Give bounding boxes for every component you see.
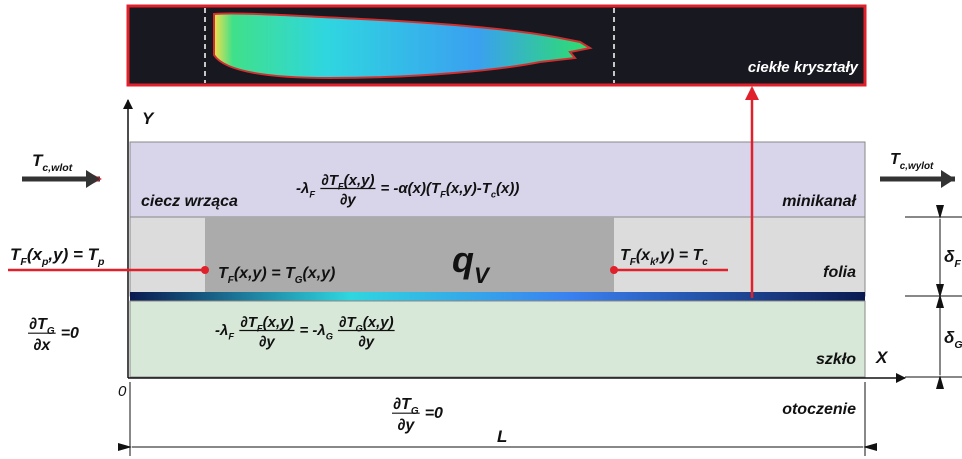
text-part: (x)) (496, 180, 519, 197)
subscript: F (309, 190, 315, 200)
text-part: (x,y) (302, 265, 335, 282)
foil-thickness: δF (944, 247, 961, 270)
glass-thickness: δG (944, 328, 962, 351)
inlet-label: Tc,wlot (32, 151, 73, 174)
text-part: δ (944, 328, 955, 347)
text-part: ,y) = T (47, 245, 99, 264)
subscript: G (47, 326, 55, 337)
text-part: ∂x (33, 337, 51, 354)
text-part: ,y) = T (655, 247, 704, 264)
bottom-condition-numerator: ∂TG (393, 396, 419, 417)
y-axis-label: Y (142, 109, 155, 128)
side-wall-condition-text: =0 (61, 325, 79, 342)
inlet-boundary-dot (201, 266, 209, 274)
subscript: F (228, 332, 234, 342)
interface-equation-denominator: ∂y (358, 333, 374, 350)
text-part: -λ (296, 180, 309, 197)
glass-label: szkło (816, 351, 856, 368)
text-part: ∂y (397, 417, 415, 434)
subscript: F (954, 258, 961, 270)
length-label: L (497, 427, 507, 446)
origin-label: 0 (118, 383, 127, 400)
x-axis-label: X (875, 348, 889, 367)
channel-equation-denominator: ∂y (340, 191, 356, 208)
heated-zone (205, 217, 614, 296)
liquid-crystal-image: ciekłe kryształy (128, 6, 865, 85)
foil-label: folia (823, 264, 856, 281)
image-caption: ciekłe kryształy (748, 59, 859, 76)
text-part: =0 (61, 325, 79, 342)
text-part: q (452, 239, 474, 280)
text-part: ∂y (358, 333, 374, 350)
subscript: G (326, 332, 333, 342)
text-part: ∂T (29, 316, 48, 333)
text-part: (x (636, 247, 651, 264)
subscript: c,wlot (42, 162, 72, 174)
surroundings-label: otoczenie (782, 401, 856, 418)
subscript: V (474, 263, 491, 288)
text-part: = -λ (299, 322, 325, 339)
inlet-head (86, 170, 100, 188)
text-part: -λ (215, 322, 228, 339)
subscript: G (411, 406, 419, 417)
diagram: ciekłe kryształy Y X 0 L ciecz wrząca mi… (0, 0, 962, 459)
subscript: G (954, 339, 962, 351)
text-part: (x,y)-T (446, 180, 493, 197)
interface-equation-denominator: ∂y (259, 333, 275, 350)
boiling-label: ciecz wrząca (141, 193, 238, 210)
text-part: δ (944, 247, 955, 266)
text-part: (x,y) = T (234, 265, 296, 282)
subscript: c (702, 257, 708, 268)
text-part: (x,y) (263, 314, 294, 331)
channel-equation-text: = -α(x)(TF(x,y)-Tc(x)) (380, 180, 519, 200)
thickness-dimensions (905, 217, 962, 377)
glass-layer (130, 301, 865, 377)
text-part: (x,y) (344, 172, 375, 189)
outlet-head (941, 170, 955, 188)
liquid-crystal-strip (130, 292, 865, 301)
side-wall-condition-numerator: ∂TG (29, 316, 55, 337)
subscript: c,wylot (900, 161, 934, 172)
text-part: ∂y (259, 333, 275, 350)
text-part: =0 (425, 405, 443, 422)
outlet-label: Tc,wylot (890, 151, 934, 172)
bottom-condition-denominator: ∂y (397, 417, 415, 434)
bottom-condition-text: =0 (425, 405, 443, 422)
channel-label: minikanał (782, 193, 856, 210)
inlet-condition: TF(xp,y) = Tp (10, 245, 105, 268)
text-part: = -α(x)(T (380, 180, 442, 197)
text-part: ∂T (393, 396, 412, 413)
text-part: (x,y) (363, 314, 394, 331)
side-wall-condition-denominator: ∂x (33, 337, 51, 354)
subscript: G (356, 323, 363, 333)
text-part: ∂y (340, 191, 356, 208)
outlet-boundary-dot (610, 266, 618, 274)
subscript: p (97, 256, 105, 268)
